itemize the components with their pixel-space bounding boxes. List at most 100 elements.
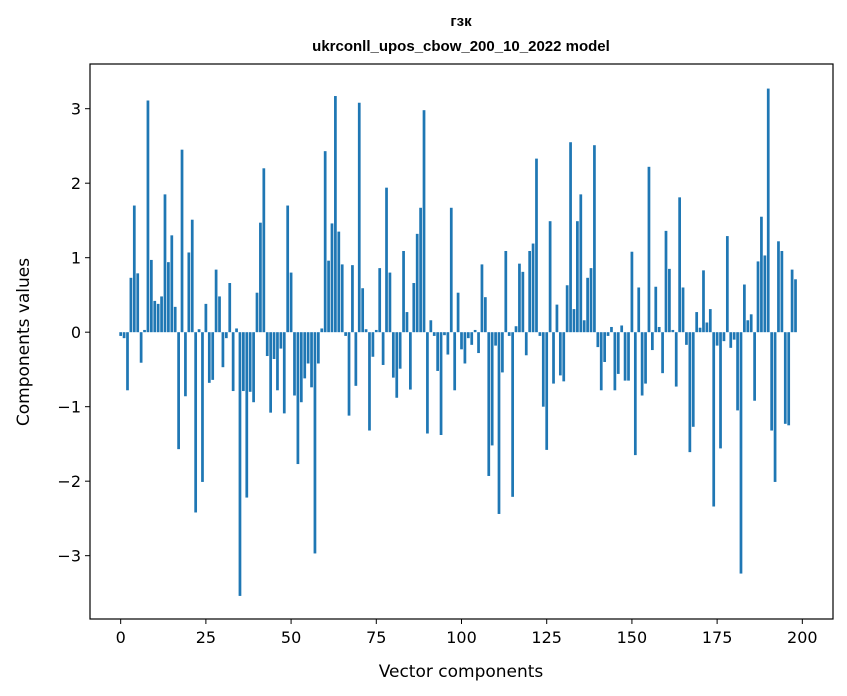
- bar-39: [252, 332, 255, 403]
- bar-120: [528, 250, 532, 333]
- bar-16: [173, 306, 177, 333]
- x-tick-label: 25: [196, 628, 216, 647]
- bar-129: [558, 332, 562, 376]
- bar-108: [487, 332, 491, 476]
- bar-83: [402, 250, 405, 333]
- bar-22: [194, 332, 198, 513]
- y-tick-label: −2: [57, 472, 81, 491]
- bar-104: [473, 329, 477, 333]
- bar-182: [739, 332, 743, 574]
- x-axis-ticks: 0 25 50 75 100 125 150 175 200: [116, 619, 818, 647]
- bar-28: [214, 269, 218, 333]
- bar-0: [119, 332, 123, 336]
- y-tick-label: 3: [71, 100, 81, 119]
- bar-175: [715, 332, 719, 346]
- bar-110: [494, 332, 497, 346]
- bar-82: [398, 332, 402, 369]
- y-axis-label: Components values: [14, 258, 34, 426]
- bar-94: [439, 332, 443, 435]
- y-tick-label: 1: [71, 249, 81, 268]
- bar-100: [460, 332, 463, 350]
- bar-2: [126, 332, 129, 391]
- x-tick-label: 50: [281, 628, 301, 647]
- bar-53: [299, 332, 303, 403]
- bar-51: [293, 332, 296, 396]
- bar-198: [794, 279, 797, 333]
- x-tick-label: 125: [531, 628, 562, 647]
- bar-131: [565, 285, 569, 333]
- bar-197: [790, 269, 794, 333]
- bar-144: [610, 326, 613, 333]
- bar-92: [432, 332, 436, 336]
- bar-48: [282, 332, 286, 414]
- x-tick-label: 0: [116, 628, 126, 647]
- bar-140: [596, 332, 600, 348]
- bar-137: [586, 277, 589, 333]
- bar-150: [630, 251, 634, 333]
- bar-127: [552, 332, 555, 384]
- bar-102: [466, 332, 470, 339]
- bar-141: [599, 332, 603, 391]
- bar-59: [320, 328, 324, 333]
- bar-169: [695, 312, 699, 333]
- bar-30: [221, 332, 225, 368]
- bar-42: [262, 168, 266, 333]
- bar-38: [248, 332, 252, 392]
- bar-99: [456, 292, 460, 333]
- y-tick-label: −1: [57, 398, 81, 417]
- bar-65: [340, 264, 344, 333]
- bar-196: [787, 332, 791, 426]
- bar-84: [405, 312, 409, 333]
- bar-192: [773, 332, 777, 482]
- bar-119: [524, 332, 528, 356]
- y-tick-label: 0: [71, 323, 81, 342]
- bar-126: [548, 221, 552, 333]
- bar-132: [569, 142, 572, 333]
- bar-89: [422, 110, 426, 333]
- bar-55: [306, 332, 310, 364]
- y-tick-label: −3: [57, 547, 81, 566]
- bar-64: [337, 231, 341, 333]
- bar-162: [671, 329, 675, 333]
- bar-45: [272, 332, 276, 360]
- bar-121: [531, 243, 535, 333]
- bar-36: [242, 332, 245, 392]
- bar-103: [470, 332, 474, 345]
- bar-136: [582, 320, 586, 333]
- bar-156: [651, 332, 654, 351]
- bar-31: [224, 332, 228, 339]
- bar-98: [453, 332, 457, 391]
- bar-181: [736, 332, 739, 411]
- bar-10: [153, 300, 157, 333]
- bar-187: [756, 261, 760, 333]
- x-axis-label: Vector components: [379, 662, 544, 682]
- bar-73: [368, 332, 371, 431]
- bar-7: [143, 329, 146, 333]
- bar-12: [160, 296, 163, 333]
- bar-184: [746, 320, 750, 333]
- bar-91: [429, 320, 433, 333]
- bar-80: [391, 332, 395, 378]
- bar-27: [211, 332, 215, 380]
- bar-34: [235, 328, 238, 333]
- bar-6: [139, 332, 143, 363]
- bar-29: [218, 296, 221, 333]
- bar-88: [419, 207, 422, 333]
- bar-193: [777, 241, 780, 333]
- x-tick-label: 175: [702, 628, 733, 647]
- bar-60: [323, 151, 327, 333]
- bar-139: [593, 145, 596, 333]
- bar-118: [521, 271, 525, 333]
- bar-33: [231, 332, 235, 392]
- bar-174: [712, 332, 716, 507]
- bar-78: [385, 187, 388, 333]
- bar-163: [674, 332, 678, 387]
- bar-183: [743, 284, 746, 333]
- bar-185: [749, 314, 753, 333]
- bar-26: [207, 332, 211, 383]
- bar-106: [480, 264, 484, 333]
- bar-194: [780, 250, 784, 333]
- bar-109: [490, 332, 494, 446]
- bar-101: [463, 332, 467, 364]
- bar-195: [783, 332, 787, 424]
